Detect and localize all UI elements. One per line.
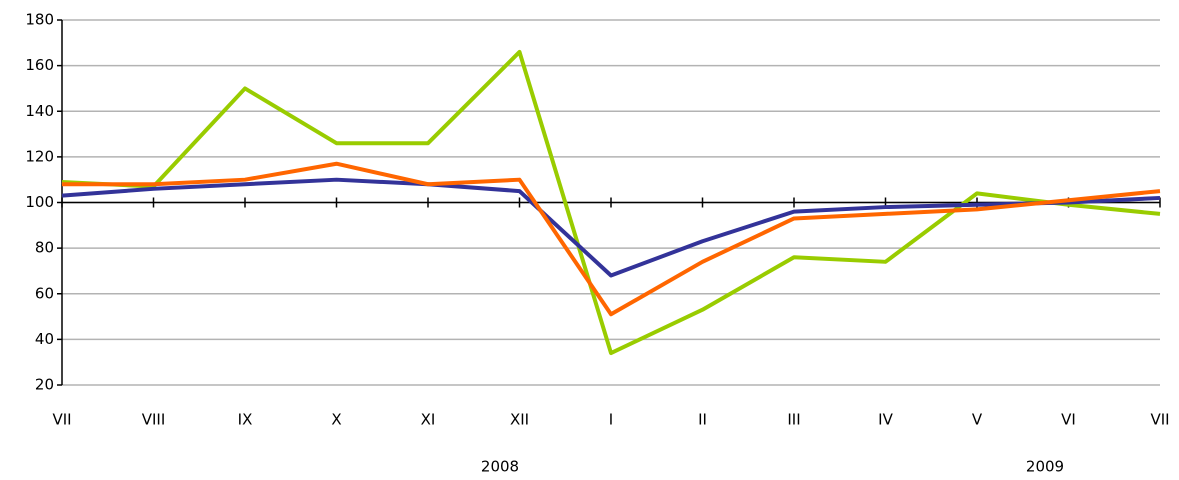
- x-tick-label: XI: [421, 411, 436, 429]
- y-tick-label: 100: [25, 193, 54, 211]
- group-label: 2009: [1026, 458, 1064, 476]
- group-label: 2008: [481, 458, 519, 476]
- series-line: [61, 177, 1161, 278]
- x-tick-label: XII: [510, 411, 529, 429]
- x-tick-label: III: [787, 411, 800, 429]
- x-tick-label: I: [609, 411, 613, 429]
- y-tick-label: 160: [25, 56, 54, 74]
- x-tick-label: V: [972, 411, 983, 429]
- y-tick-label: 120: [25, 147, 54, 165]
- series-line: [61, 49, 1161, 356]
- y-tick-label: 180: [25, 11, 54, 29]
- x-tick-label: IX: [238, 411, 253, 429]
- x-tick-label: VI: [1061, 411, 1076, 429]
- x-tick-label: X: [331, 411, 341, 429]
- x-tick-label: VII: [52, 411, 71, 429]
- y-tick-label: 80: [35, 239, 54, 257]
- x-tick-label: VII: [1150, 411, 1169, 429]
- series-line: [62, 161, 1161, 317]
- y-tick-label: 40: [35, 330, 54, 348]
- y-tick-label: 140: [25, 102, 54, 120]
- y-tick-label: 60: [35, 284, 54, 302]
- y-tick-label: 20: [35, 376, 54, 394]
- x-tick-label: VIII: [142, 411, 166, 429]
- x-tick-label: IV: [878, 411, 893, 429]
- x-tick-label: II: [698, 411, 707, 429]
